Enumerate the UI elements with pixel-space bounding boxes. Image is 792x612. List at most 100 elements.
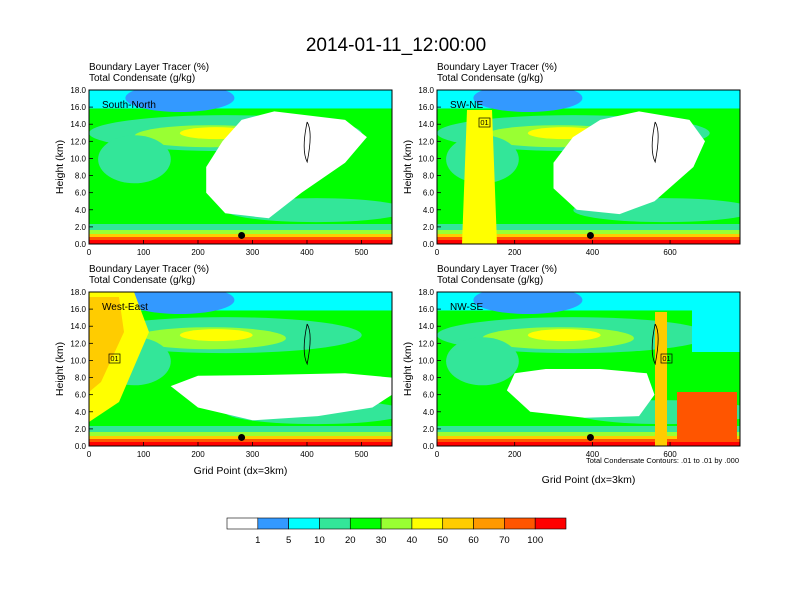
colorbar-label: 1 (255, 535, 260, 546)
x-tick-label: 500 (355, 450, 369, 459)
y-tick-label: 0.0 (423, 240, 435, 249)
plot-frame (436, 291, 741, 447)
y-axis-label: Height (km) (54, 342, 66, 396)
x-axis-label: Grid Point (dx=3km) (194, 465, 288, 477)
contour-box (660, 353, 673, 364)
x-tick-label: 0 (435, 450, 440, 459)
x-tick-label: 400 (586, 248, 600, 257)
panel-subtitle: Boundary Layer Tracer (%) (437, 264, 557, 275)
colorbar: 1 5 10 20 30 40 50 60 70 100 (226, 517, 567, 546)
y-tick-label: 10.0 (70, 356, 86, 365)
x-tick-label: 100 (137, 248, 151, 257)
y-tick-label: 0.0 (75, 442, 87, 451)
colorbar-swatch (411, 517, 444, 530)
y-tick-label: 2.0 (75, 425, 87, 434)
colorbar-label: 50 (437, 535, 448, 546)
panel-2: Boundary Layer Tracer (%)Total Condensat… (402, 62, 741, 257)
cross-section-label: South-North (102, 100, 156, 111)
y-tick-label: 18.0 (418, 86, 434, 95)
y-tick-label: 16.0 (70, 103, 86, 112)
x-tick-label: 200 (508, 248, 522, 257)
x-axis-label: Grid Point (dx=3km) (542, 474, 636, 486)
x-tick-label: 300 (246, 248, 260, 257)
clear-region (506, 369, 655, 418)
plot-frame (88, 89, 393, 245)
y-tick-label: 4.0 (423, 408, 435, 417)
y-tick-label: 12.0 (70, 137, 86, 146)
tracer-field (437, 90, 740, 244)
y-tick-label: 18.0 (418, 288, 434, 297)
y-tick-label: 16.0 (418, 103, 434, 112)
cross-section-label: SW-NE (450, 100, 483, 111)
panel-subtitle: Total Condensate (g/kg) (437, 275, 543, 286)
y-tick-label: 10.0 (418, 356, 434, 365)
site-marker (238, 231, 246, 239)
y-tick-label: 10.0 (70, 154, 86, 163)
plot-frame (436, 89, 741, 245)
y-tick-label: 14.0 (70, 322, 86, 331)
plot-frame (88, 291, 393, 447)
panel-1: Boundary Layer Tracer (%)Total Condensat… (54, 62, 393, 257)
x-tick-label: 500 (355, 248, 369, 257)
y-tick-label: 12.0 (418, 137, 434, 146)
panels: Boundary Layer Tracer (%)Total Condensat… (54, 62, 741, 486)
colorbar-label: 40 (407, 535, 418, 546)
panel-3: Boundary Layer Tracer (%)Total Condensat… (54, 264, 393, 477)
tracer-field (437, 292, 740, 446)
y-tick-label: 14.0 (418, 322, 434, 331)
condensate-contour (303, 121, 311, 164)
y-axis-label: Height (km) (402, 342, 414, 396)
y-tick-label: 10.0 (418, 154, 434, 163)
y-axis-label: Height (km) (402, 140, 414, 194)
colorbar-swatch (288, 517, 320, 530)
x-tick-label: 200 (191, 248, 205, 257)
y-tick-label: 14.0 (70, 120, 86, 129)
x-tick-label: 600 (663, 248, 677, 257)
y-tick-label: 6.0 (75, 189, 87, 198)
contour-box-label: 01 (662, 354, 670, 363)
site-marker (238, 433, 246, 441)
site-marker (586, 433, 594, 441)
y-tick-label: 6.0 (423, 391, 435, 400)
x-tick-label: 400 (586, 450, 600, 459)
condensate-contour (651, 323, 659, 366)
colorbar-swatch (442, 517, 474, 530)
y-tick-label: 8.0 (423, 172, 435, 181)
y-tick-label: 18.0 (70, 288, 86, 297)
y-tick-label: 16.0 (418, 305, 434, 314)
contour-box (108, 353, 121, 364)
contour-box-label: 01 (480, 118, 488, 127)
cross-section-label: West-East (102, 302, 148, 313)
panel-subtitle: Boundary Layer Tracer (%) (89, 264, 209, 275)
condensate-contour (651, 121, 659, 164)
panel-subtitle: Boundary Layer Tracer (%) (89, 62, 209, 73)
colorbar-swatch (257, 517, 289, 530)
y-tick-label: 4.0 (75, 408, 87, 417)
x-tick-label: 600 (663, 450, 677, 459)
panel-subtitle: Boundary Layer Tracer (%) (437, 62, 557, 73)
colorbar-label: 10 (314, 535, 325, 546)
y-tick-label: 8.0 (75, 172, 87, 181)
colorbar-swatch (504, 517, 536, 530)
colorbar-swatch (534, 517, 567, 530)
y-tick-label: 12.0 (418, 339, 434, 348)
y-tick-label: 2.0 (75, 223, 87, 232)
y-tick-label: 8.0 (423, 374, 435, 383)
clear-region (170, 373, 392, 421)
x-tick-label: 0 (87, 450, 92, 459)
x-tick-label: 200 (191, 450, 205, 459)
colorbar-swatch (473, 517, 505, 530)
cross-section-label: NW-SE (450, 302, 483, 313)
x-tick-label: 400 (300, 248, 314, 257)
x-tick-label: 100 (137, 450, 151, 459)
colorbar-swatch (319, 517, 351, 530)
contour-box (478, 117, 491, 128)
y-tick-label: 0.0 (423, 442, 435, 451)
x-tick-label: 0 (435, 248, 440, 257)
clear-region (553, 111, 705, 215)
colorbar-label: 60 (468, 535, 479, 546)
y-tick-label: 4.0 (423, 206, 435, 215)
y-tick-label: 12.0 (70, 339, 86, 348)
x-tick-label: 0 (87, 248, 92, 257)
y-tick-label: 4.0 (75, 206, 87, 215)
